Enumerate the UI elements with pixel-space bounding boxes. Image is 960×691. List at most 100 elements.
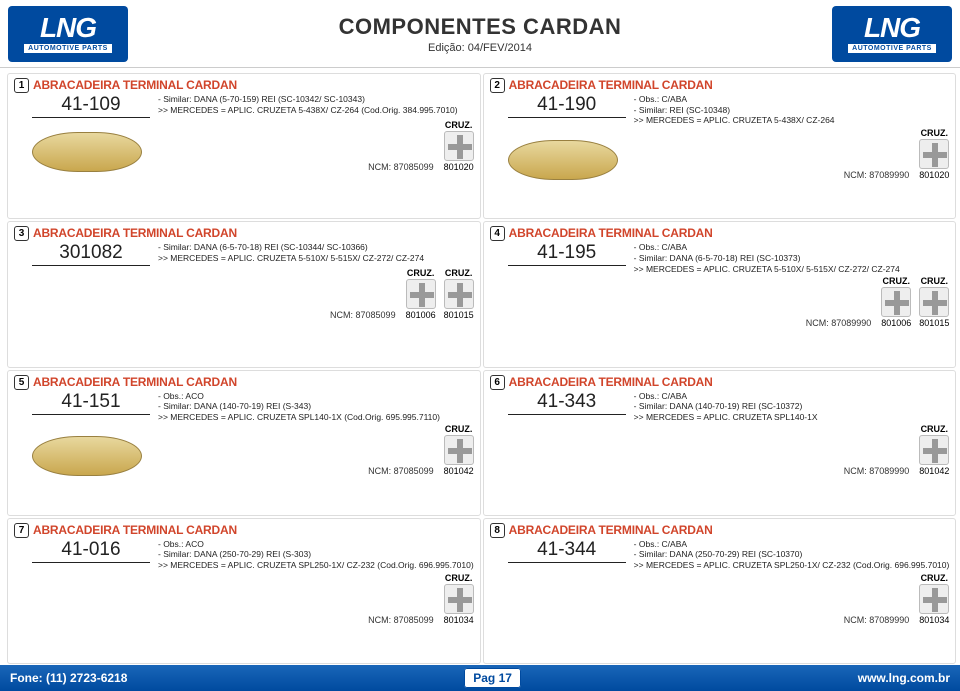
cruz-code: 801042 — [919, 466, 949, 476]
cruz-code: 801034 — [444, 615, 474, 625]
item-title: ABRACADEIRA TERMINAL CARDAN — [509, 226, 713, 240]
item-footer: NCM: 87089990 CRUZ. 801020 — [490, 128, 950, 180]
catalog-item: 7 ABRACADEIRA TERMINAL CARDAN 41-016 - O… — [7, 518, 481, 664]
item-footer: NCM: 87089990 CRUZ. 801034 — [490, 573, 950, 625]
logo-subtext: AUTOMOTIVE PARTS — [24, 44, 112, 53]
item-title: ABRACADEIRA TERMINAL CARDAN — [509, 523, 713, 537]
item-description: - Obs.: C/ABA- Similar: DANA (6-5-70-18)… — [634, 242, 900, 274]
part-image — [508, 288, 618, 328]
item-title: ABRACADEIRA TERMINAL CARDAN — [33, 226, 237, 240]
logo-subtext: AUTOMOTIVE PARTS — [848, 44, 936, 53]
cruz-label: CRUZ. — [444, 573, 474, 583]
item-code: 41-195 — [508, 242, 626, 266]
item-description: - Obs.: ACO- Similar: DANA (250-70-29) R… — [158, 539, 474, 571]
item-number-badge: 1 — [14, 78, 29, 93]
item-code: 301082 — [32, 242, 150, 266]
cruz-block: CRUZ. 801020 — [919, 128, 949, 180]
item-header: 7 ABRACADEIRA TERMINAL CARDAN — [14, 523, 474, 538]
item-desc-line: >> MERCEDES = APLIC. CRUZETA 5-438X/ CZ-… — [634, 115, 835, 126]
item-code: 41-109 — [32, 94, 150, 118]
item-desc-line: >> MERCEDES = APLIC. CRUZETA SPL250-1X/ … — [158, 560, 474, 571]
cruz-block: CRUZ. 801006 — [881, 276, 911, 328]
footer-page: Pag 17 — [127, 671, 857, 685]
page-header: LNG AUTOMOTIVE PARTS COMPONENTES CARDAN … — [0, 0, 960, 68]
item-desc-line: - Obs.: ACO — [158, 539, 474, 550]
page-footer: Fone: (11) 2723-6218 Pag 17 www.lng.com.… — [0, 665, 960, 691]
item-number-badge: 4 — [490, 226, 505, 241]
ncm-value: NCM: 87089990 — [844, 615, 910, 625]
item-footer: NCM: 87085099 CRUZ. 801042 — [14, 424, 474, 476]
cruz-label: CRUZ. — [444, 424, 474, 434]
cruz-block: CRUZ. 801034 — [444, 573, 474, 625]
ncm-value: NCM: 87089990 — [844, 170, 910, 180]
item-row: 301082 - Similar: DANA (6-5-70-18) REI (… — [14, 242, 474, 266]
cruz-label: CRUZ. — [919, 573, 949, 583]
cruz-block: CRUZ. 801020 — [444, 120, 474, 172]
cruz-group: CRUZ. 801042 — [919, 424, 949, 476]
cruz-code: 801020 — [919, 170, 949, 180]
cruz-label: CRUZ. — [406, 268, 436, 278]
item-desc-line: - Obs.: C/ABA — [634, 242, 900, 253]
item-grid: 1 ABRACADEIRA TERMINAL CARDAN 41-109 - S… — [0, 68, 960, 665]
item-number-badge: 6 — [490, 375, 505, 390]
item-description: - Obs.: ACO- Similar: DANA (140-70-19) R… — [158, 391, 440, 423]
cruz-code: 801020 — [444, 162, 474, 172]
part-image — [508, 140, 618, 180]
cruz-group: CRUZ. 801034 — [444, 573, 474, 625]
item-footer: NCM: 87085099 CRUZ. 801034 — [14, 573, 474, 625]
part-image — [32, 280, 142, 320]
item-header: 8 ABRACADEIRA TERMINAL CARDAN — [490, 523, 950, 538]
ncm-value: NCM: 87085099 — [330, 310, 396, 320]
item-desc-line: - Similar: DANA (6-5-70-18) REI (SC-1034… — [158, 242, 424, 253]
cruz-group: CRUZ. 801006 CRUZ. 801015 — [406, 268, 474, 320]
cruz-icon — [444, 279, 474, 309]
item-code: 41-016 — [32, 539, 150, 563]
logo-text: LNG — [40, 14, 96, 42]
cruz-icon — [919, 584, 949, 614]
item-header: 1 ABRACADEIRA TERMINAL CARDAN — [14, 78, 474, 93]
item-footer: NCM: 87085099 CRUZ. 801020 — [14, 120, 474, 172]
logo-right: LNG AUTOMOTIVE PARTS — [832, 6, 952, 62]
item-desc-line: >> MERCEDES = APLIC. CRUZETA SPL140-1X (… — [158, 412, 440, 423]
cruz-icon — [919, 139, 949, 169]
cruz-block: CRUZ. 801015 — [919, 276, 949, 328]
item-desc-line: - Similar: DANA (140-70-19) REI (S-343) — [158, 401, 440, 412]
logo-text: LNG — [864, 14, 920, 42]
cruz-icon — [444, 131, 474, 161]
item-description: - Similar: DANA (6-5-70-18) REI (SC-1034… — [158, 242, 424, 266]
ncm-value: NCM: 87085099 — [368, 615, 434, 625]
item-desc-line: - Obs.: C/ABA — [634, 539, 950, 550]
cruz-code: 801034 — [919, 615, 949, 625]
part-image — [508, 436, 618, 476]
item-desc-line: - Similar: DANA (250-70-29) REI (S-303) — [158, 549, 474, 560]
cruz-icon — [919, 287, 949, 317]
item-description: - Obs.: C/ABA- Similar: DANA (250-70-29)… — [634, 539, 950, 571]
item-title: ABRACADEIRA TERMINAL CARDAN — [509, 78, 713, 92]
item-desc-line: - Similar: DANA (5-70-159) REI (SC-10342… — [158, 94, 458, 105]
page-title: COMPONENTES CARDAN — [136, 14, 824, 40]
item-number-badge: 3 — [14, 226, 29, 241]
item-row: 41-195 - Obs.: C/ABA- Similar: DANA (6-5… — [490, 242, 950, 274]
cruz-label: CRUZ. — [444, 268, 474, 278]
part-image — [32, 132, 142, 172]
item-desc-line: >> MERCEDES = APLIC. CRUZETA 5-438X/ CZ-… — [158, 105, 458, 116]
cruz-block: CRUZ. 801015 — [444, 268, 474, 320]
item-header: 4 ABRACADEIRA TERMINAL CARDAN — [490, 226, 950, 241]
item-desc-line: >> MERCEDES = APLIC. CRUZETA SPL250-1X/ … — [634, 560, 950, 571]
cruz-icon — [881, 287, 911, 317]
catalog-item: 8 ABRACADEIRA TERMINAL CARDAN 41-344 - O… — [483, 518, 957, 664]
part-image — [32, 585, 142, 625]
item-desc-line: - Similar: REI (SC-10348) — [634, 105, 835, 116]
item-meta: NCM: 87085099 CRUZ. 801034 — [368, 573, 474, 625]
item-title: ABRACADEIRA TERMINAL CARDAN — [33, 375, 237, 389]
item-description: - Similar: DANA (5-70-159) REI (SC-10342… — [158, 94, 458, 118]
item-footer: NCM: 87089990 CRUZ. 801042 — [490, 424, 950, 476]
item-desc-line: - Obs.: C/ABA — [634, 391, 818, 402]
item-number-badge: 7 — [14, 523, 29, 538]
item-header: 3 ABRACADEIRA TERMINAL CARDAN — [14, 226, 474, 241]
cruz-group: CRUZ. 801020 — [919, 128, 949, 180]
item-meta: NCM: 87089990 CRUZ. 801042 — [844, 424, 950, 476]
item-header: 5 ABRACADEIRA TERMINAL CARDAN — [14, 375, 474, 390]
item-code: 41-190 — [508, 94, 626, 118]
item-title: ABRACADEIRA TERMINAL CARDAN — [509, 375, 713, 389]
